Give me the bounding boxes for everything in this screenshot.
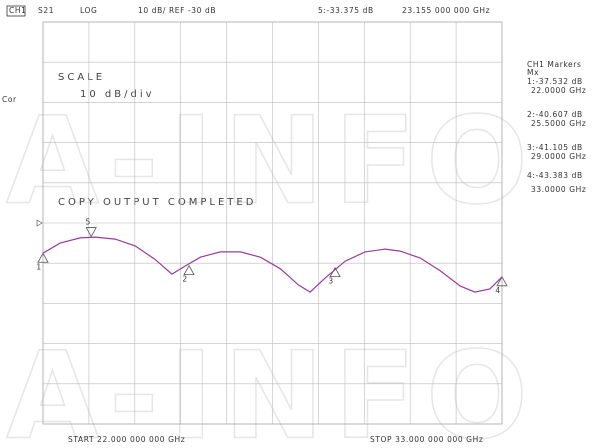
- channel: CH1: [9, 6, 26, 15]
- trace: [42, 236, 503, 293]
- marker-freq: 29.0000 GHz: [531, 152, 586, 161]
- format: LOG: [80, 6, 97, 15]
- active-freq: 23.155 000 000 GHz: [402, 6, 490, 15]
- marker-freq: 25.5000 GHz: [531, 119, 586, 128]
- param: S21: [38, 6, 54, 15]
- start-label: START 22.000 000 000 GHz: [68, 435, 185, 444]
- active-value: 5:-33.375 dB: [318, 6, 374, 15]
- marker-id: 1: [36, 262, 41, 271]
- channel-box: [6, 5, 26, 17]
- marker-id: 3: [328, 277, 333, 286]
- marker: [37, 252, 49, 263]
- marker-freq: 33.0000 GHz: [531, 185, 586, 194]
- marker-value: 3:-41.105 dB: [527, 143, 583, 152]
- marker: [496, 275, 508, 287]
- marker: [85, 227, 97, 238]
- scale-value: 10 dB/div: [80, 89, 155, 100]
- marker-id: 4: [495, 286, 500, 295]
- scale: 10 dB/ REF -30 dB: [138, 6, 216, 15]
- message: COPY OUTPUT COMPLETED: [58, 197, 256, 208]
- marker-freq: 22.0000 GHz: [531, 86, 586, 95]
- marker: [329, 266, 341, 278]
- marker-panel-title: CH1 Markers: [527, 60, 581, 69]
- watermark: A-INFO: [6, 328, 538, 448]
- marker-panel-sub: Mx: [527, 68, 539, 77]
- watermark: A-INFO: [6, 93, 538, 232]
- left-label: Cor: [2, 95, 17, 104]
- reference-pointer: [36, 219, 43, 227]
- marker: [183, 264, 195, 276]
- marker-id: 5: [86, 218, 91, 227]
- marker-id: 2: [182, 275, 187, 284]
- marker-value: 1:-37.532 dB: [527, 77, 583, 86]
- stop-label: STOP 33.000 000 000 GHz: [370, 435, 483, 444]
- scale-title: SCALE: [58, 72, 105, 83]
- marker-value: 2:-40.607 dB: [527, 110, 583, 119]
- marker-value: 4:-43.383 dB: [527, 171, 583, 180]
